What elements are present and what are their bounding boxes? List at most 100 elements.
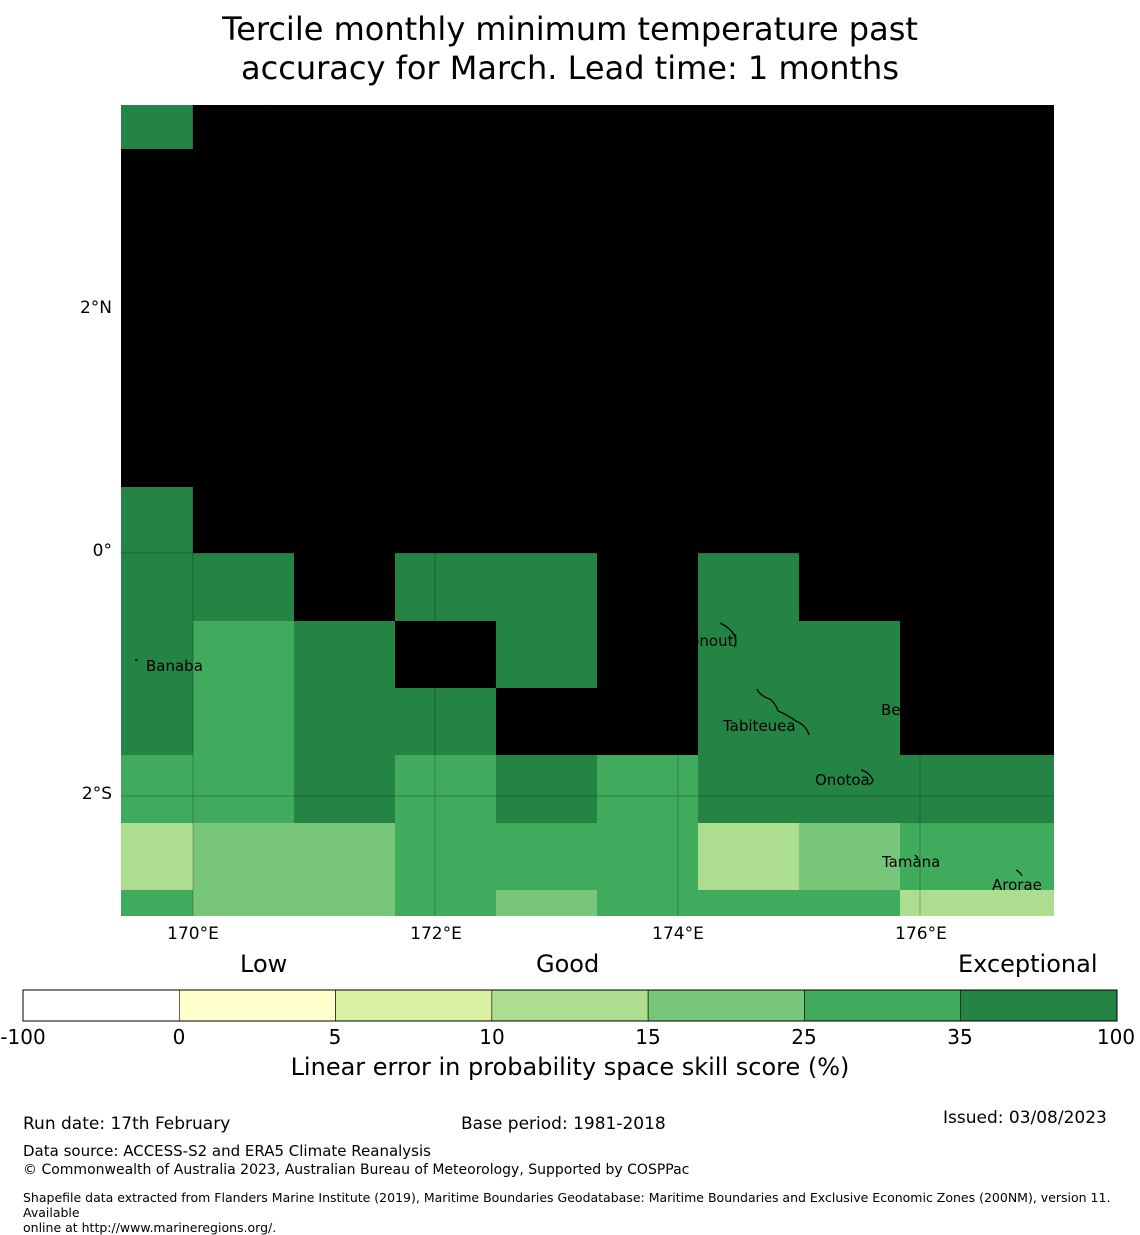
island-label-marakei: Marakei <box>605 287 664 305</box>
grid-cell <box>395 688 496 755</box>
y-tick-2s: 2°S <box>81 784 112 804</box>
tarawa-outline <box>548 355 579 391</box>
grid-cell <box>799 149 900 487</box>
x-tick-176e: 176°E <box>895 924 947 944</box>
grid-cell <box>294 105 395 149</box>
grid-cell <box>121 553 193 621</box>
eez-boundaries <box>120 104 1055 323</box>
grid-cell <box>799 890 900 916</box>
nikunau-outline <box>969 712 981 724</box>
island-label-banaba: Banaba <box>146 657 203 675</box>
grid-cell <box>294 890 395 916</box>
grid-cell <box>193 149 294 487</box>
island-label-makin: Makin <box>529 141 574 159</box>
grid-cell <box>395 149 496 487</box>
island-label-abaiang: Abaiang <box>497 323 558 341</box>
grid-cell <box>193 487 294 553</box>
island-label-aranuka: Aranuka <box>641 538 703 556</box>
grid-cell <box>294 823 395 890</box>
grid-cell <box>698 823 799 890</box>
grid-cell <box>121 755 193 823</box>
grid-cell <box>698 688 799 755</box>
makin-outline <box>518 155 522 159</box>
cb-tick-1: 0 <box>172 1025 186 1049</box>
grid-cell <box>193 890 294 916</box>
grid-cell <box>294 149 395 487</box>
grid-cell <box>1001 755 1054 823</box>
y-tick-0: 0° <box>92 541 112 561</box>
island-label-tarawa: Tarawa <box>585 367 639 385</box>
beru-outline <box>913 709 925 721</box>
grid-cell <box>597 487 698 553</box>
tabiteuea-outline <box>756 688 810 736</box>
island-label-nikunau: Nikunau <box>982 725 1043 743</box>
grid-cell <box>799 688 900 755</box>
cb-tick-3: 10 <box>479 1025 505 1049</box>
grid-cell <box>900 149 1001 487</box>
cb-tick-5: 25 <box>791 1025 817 1049</box>
island-label-kuria: Kuria <box>562 517 600 535</box>
island-label-tabiteuea: Tabiteuea <box>722 717 796 735</box>
issued-date: Issued: 03/08/2023 <box>943 1108 1107 1128</box>
grid-cell <box>496 823 597 890</box>
shapefile-credit-line-2: online at http://www.marineregions.org/. <box>23 1220 277 1235</box>
grid-cell <box>698 621 799 688</box>
grid-cell <box>1001 890 1054 916</box>
grid-cell <box>799 487 900 553</box>
x-tick-172e: 172°E <box>410 924 462 944</box>
grid-cell <box>395 621 496 688</box>
grid-cell <box>121 487 193 553</box>
grid-cell <box>496 105 597 149</box>
grid-cell <box>799 105 900 149</box>
onotoa-outline <box>860 769 874 785</box>
grid-cell <box>799 823 900 890</box>
grid-cell <box>1001 487 1054 553</box>
grid-cell <box>597 553 698 621</box>
grid-cell <box>900 105 1001 149</box>
grid-cell <box>698 755 799 823</box>
grid-cell <box>597 688 698 755</box>
grid-cell <box>294 621 395 688</box>
island-label-arorae: Arorae <box>992 876 1042 894</box>
grid-cell <box>799 553 900 621</box>
cb-tick-4: 15 <box>635 1025 661 1049</box>
eez-boundary-east <box>962 104 1055 315</box>
grid-cell <box>900 487 1001 553</box>
grid-cell <box>900 755 1001 823</box>
shapefile-credit-line-1: Shapefile data extracted from Flanders M… <box>23 1190 1111 1220</box>
grid-cell <box>698 553 799 621</box>
island-outlines <box>135 155 1023 877</box>
title-line-1: Tercile monthly minimum temperature past <box>222 10 918 48</box>
grid-cell <box>597 755 698 823</box>
cb-tick-7: 100 <box>1096 1025 1136 1049</box>
shapefile-credit: Shapefile data extracted from Flanders M… <box>23 1190 1138 1235</box>
grid-cell <box>294 688 395 755</box>
eez-boundary-west <box>120 104 272 323</box>
grid-cell <box>193 755 294 823</box>
kuria-outline <box>599 521 633 537</box>
island-label-beru: Beru <box>881 701 916 719</box>
grid-cell <box>496 688 597 755</box>
grid-cell <box>698 149 799 487</box>
grid-cell <box>121 621 193 688</box>
cb-tick-2: 5 <box>328 1025 342 1049</box>
island-label-abemama: Abemama <box>689 493 766 511</box>
grid-cell <box>698 890 799 916</box>
grid-cell <box>395 553 496 621</box>
colorbar-label: Linear error in probability space skill … <box>290 1053 850 1081</box>
grid-cell <box>799 621 900 688</box>
grid-cell <box>395 755 496 823</box>
grid-cell <box>496 553 597 621</box>
grid-cell <box>395 105 496 149</box>
grid-cell <box>121 688 193 755</box>
cb-tick-6: 35 <box>947 1025 973 1049</box>
tamana-outline <box>914 854 919 859</box>
skill-grid <box>121 105 1054 916</box>
base-period: Base period: 1981-2018 <box>461 1114 666 1134</box>
grid-cell <box>698 105 799 149</box>
grid-cell <box>193 105 294 149</box>
grid-cell <box>395 823 496 890</box>
grid-cell <box>294 755 395 823</box>
grid-cell <box>1001 621 1054 688</box>
grid-cell <box>597 890 698 916</box>
